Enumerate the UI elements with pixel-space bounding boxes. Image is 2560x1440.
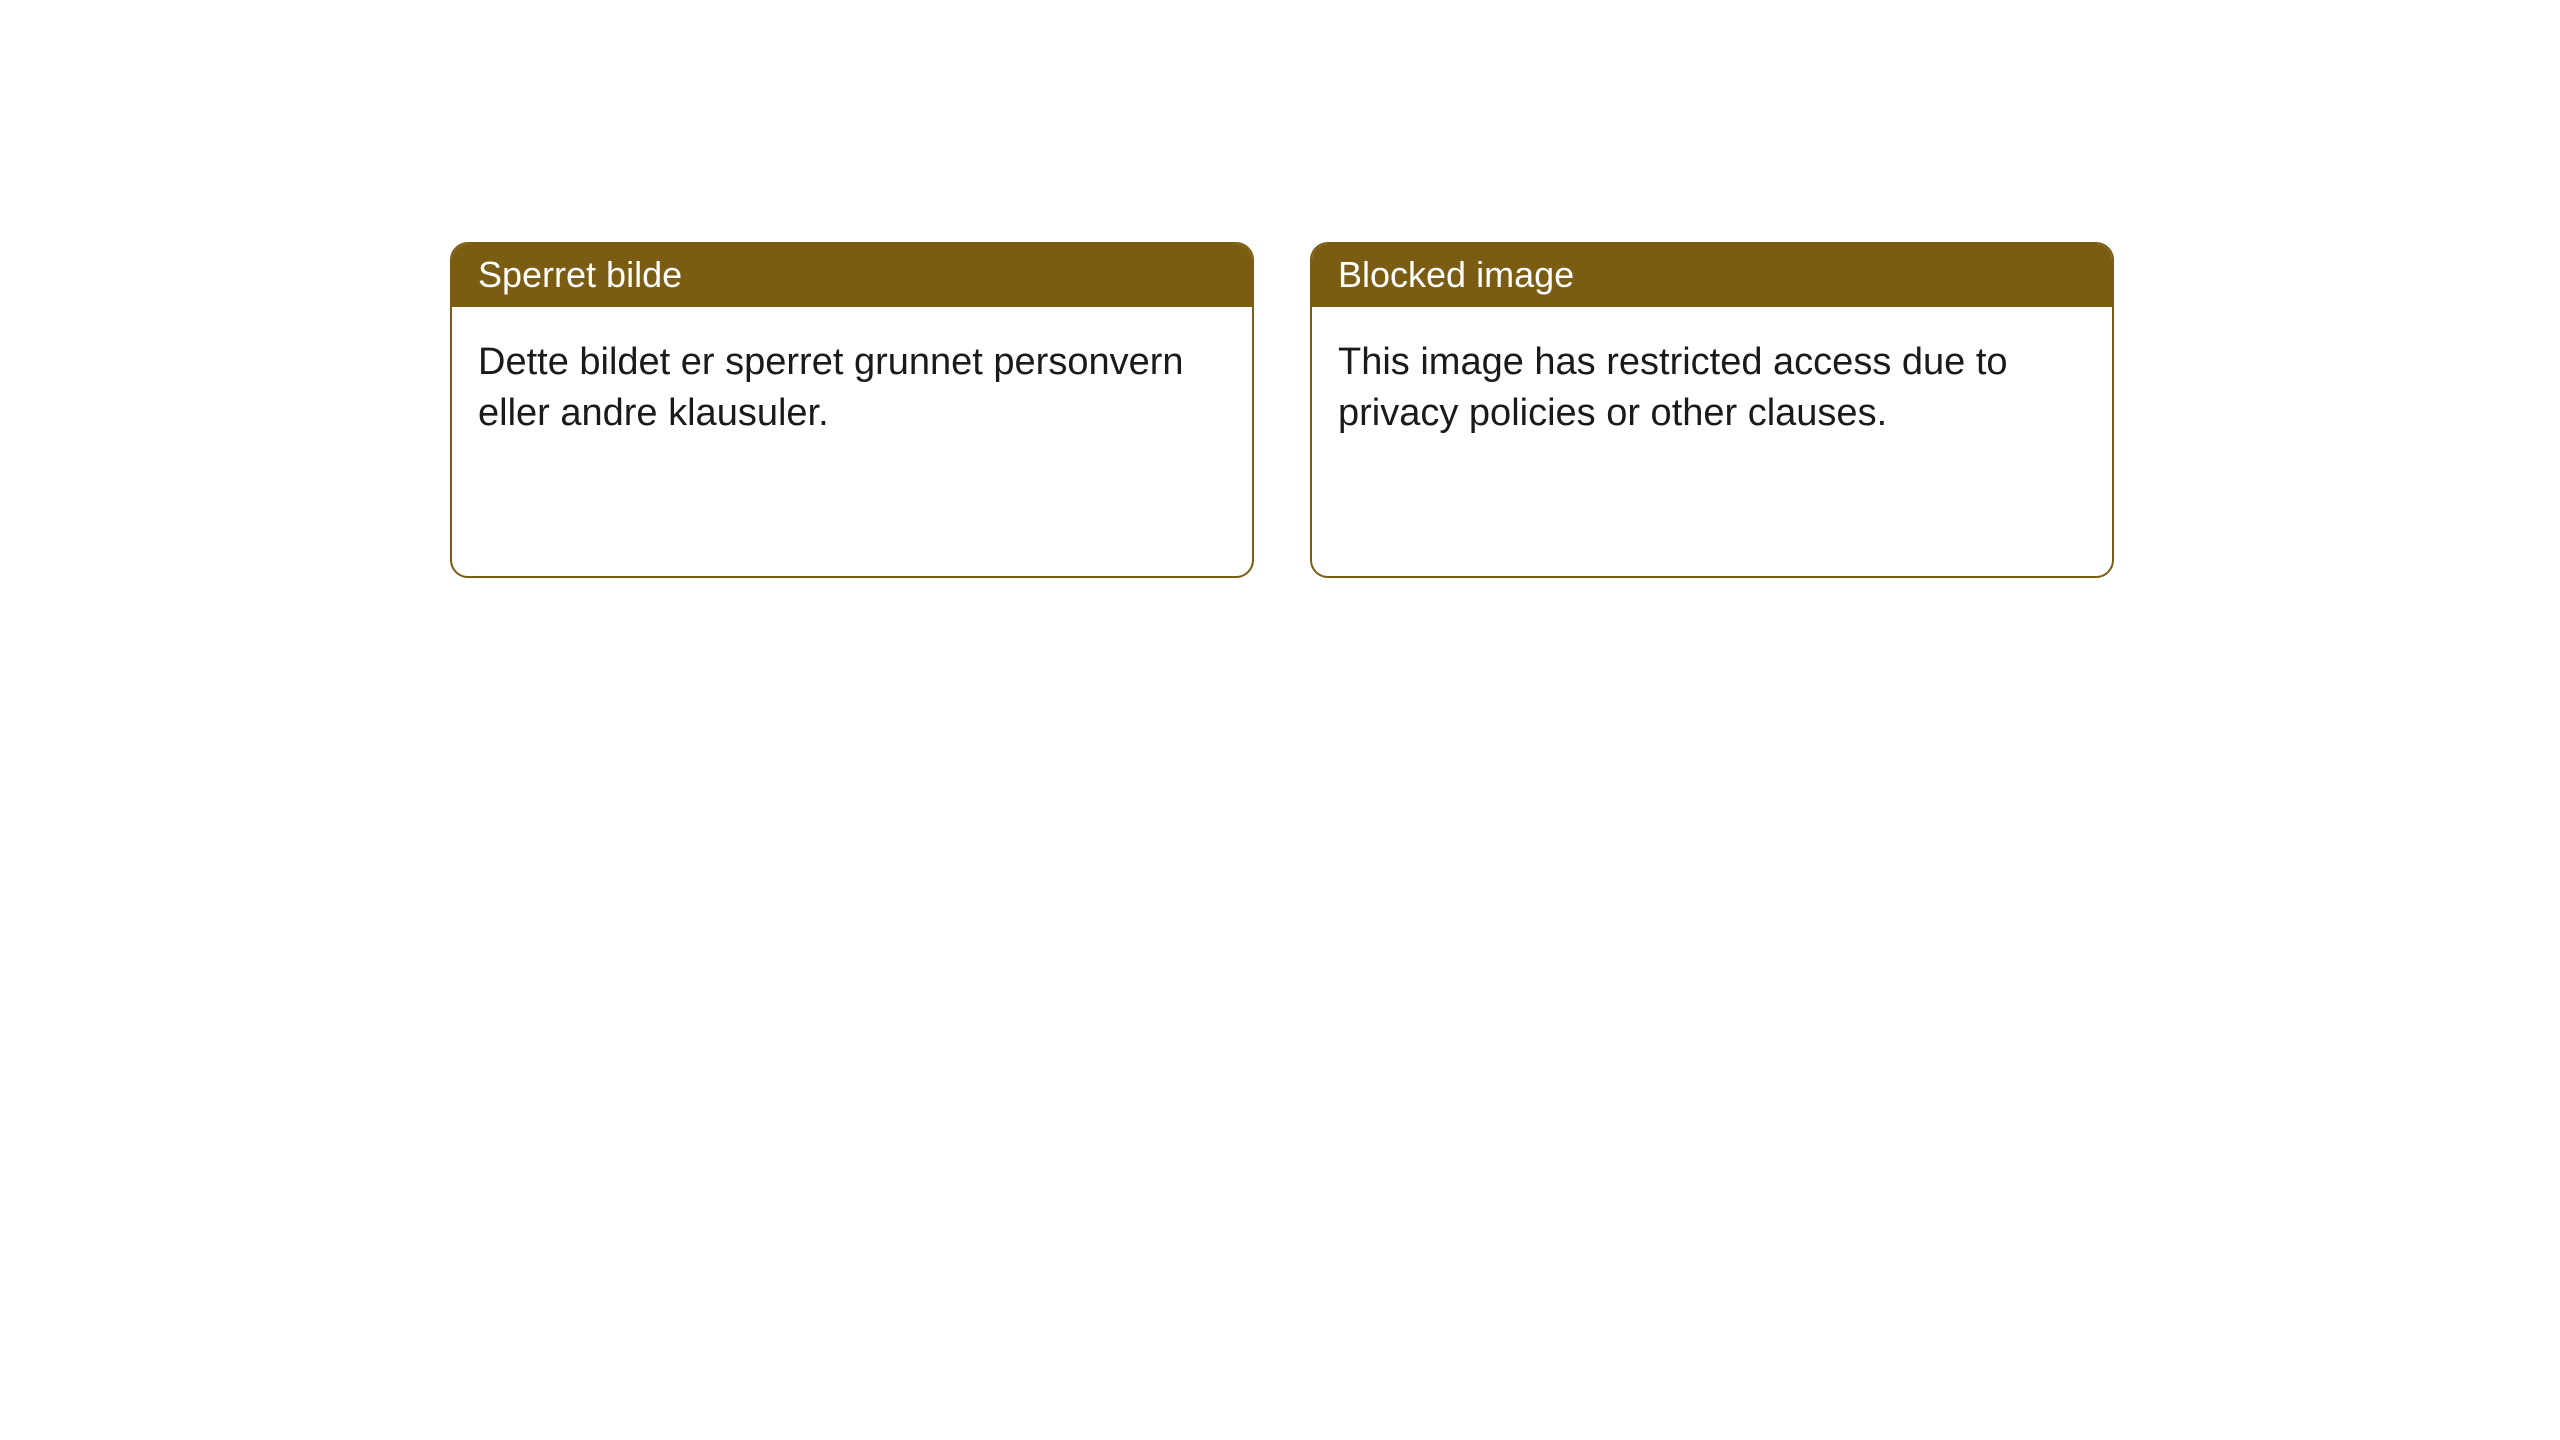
notice-card-header: Blocked image bbox=[1312, 244, 2112, 307]
notice-card-header: Sperret bilde bbox=[452, 244, 1252, 307]
notice-card-english: Blocked image This image has restricted … bbox=[1310, 242, 2114, 578]
notice-card-body: Dette bildet er sperret grunnet personve… bbox=[452, 307, 1252, 470]
notice-cards-container: Sperret bilde Dette bildet er sperret gr… bbox=[450, 242, 2114, 578]
notice-card-norwegian: Sperret bilde Dette bildet er sperret gr… bbox=[450, 242, 1254, 578]
notice-card-body: This image has restricted access due to … bbox=[1312, 307, 2112, 470]
